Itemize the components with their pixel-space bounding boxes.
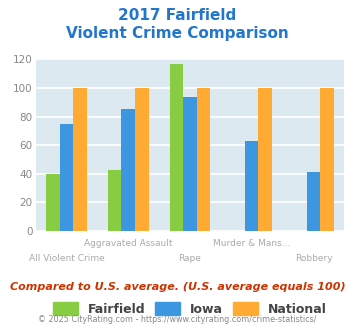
Bar bbox=[60, 124, 73, 231]
Bar bbox=[245, 141, 258, 231]
Text: Robbery: Robbery bbox=[295, 254, 332, 263]
Bar bbox=[258, 88, 272, 231]
Bar bbox=[170, 64, 183, 231]
Bar bbox=[307, 172, 320, 231]
Bar bbox=[73, 88, 87, 231]
Text: Compared to U.S. average. (U.S. average equals 100): Compared to U.S. average. (U.S. average … bbox=[10, 282, 345, 292]
Text: © 2025 CityRating.com - https://www.cityrating.com/crime-statistics/: © 2025 CityRating.com - https://www.city… bbox=[38, 315, 317, 324]
Bar bbox=[121, 110, 135, 231]
Text: Violent Crime Comparison: Violent Crime Comparison bbox=[66, 26, 289, 41]
Text: Rape: Rape bbox=[179, 254, 201, 263]
Text: Murder & Mans...: Murder & Mans... bbox=[213, 239, 290, 248]
Text: All Violent Crime: All Violent Crime bbox=[28, 254, 104, 263]
Legend: Fairfield, Iowa, National: Fairfield, Iowa, National bbox=[53, 303, 327, 316]
Text: Aggravated Assault: Aggravated Assault bbox=[84, 239, 173, 248]
Bar bbox=[320, 88, 334, 231]
Bar bbox=[108, 170, 121, 231]
Bar bbox=[46, 174, 60, 231]
Bar bbox=[197, 88, 210, 231]
Bar bbox=[183, 97, 197, 231]
Bar bbox=[135, 88, 148, 231]
Text: 2017 Fairfield: 2017 Fairfield bbox=[118, 8, 237, 23]
